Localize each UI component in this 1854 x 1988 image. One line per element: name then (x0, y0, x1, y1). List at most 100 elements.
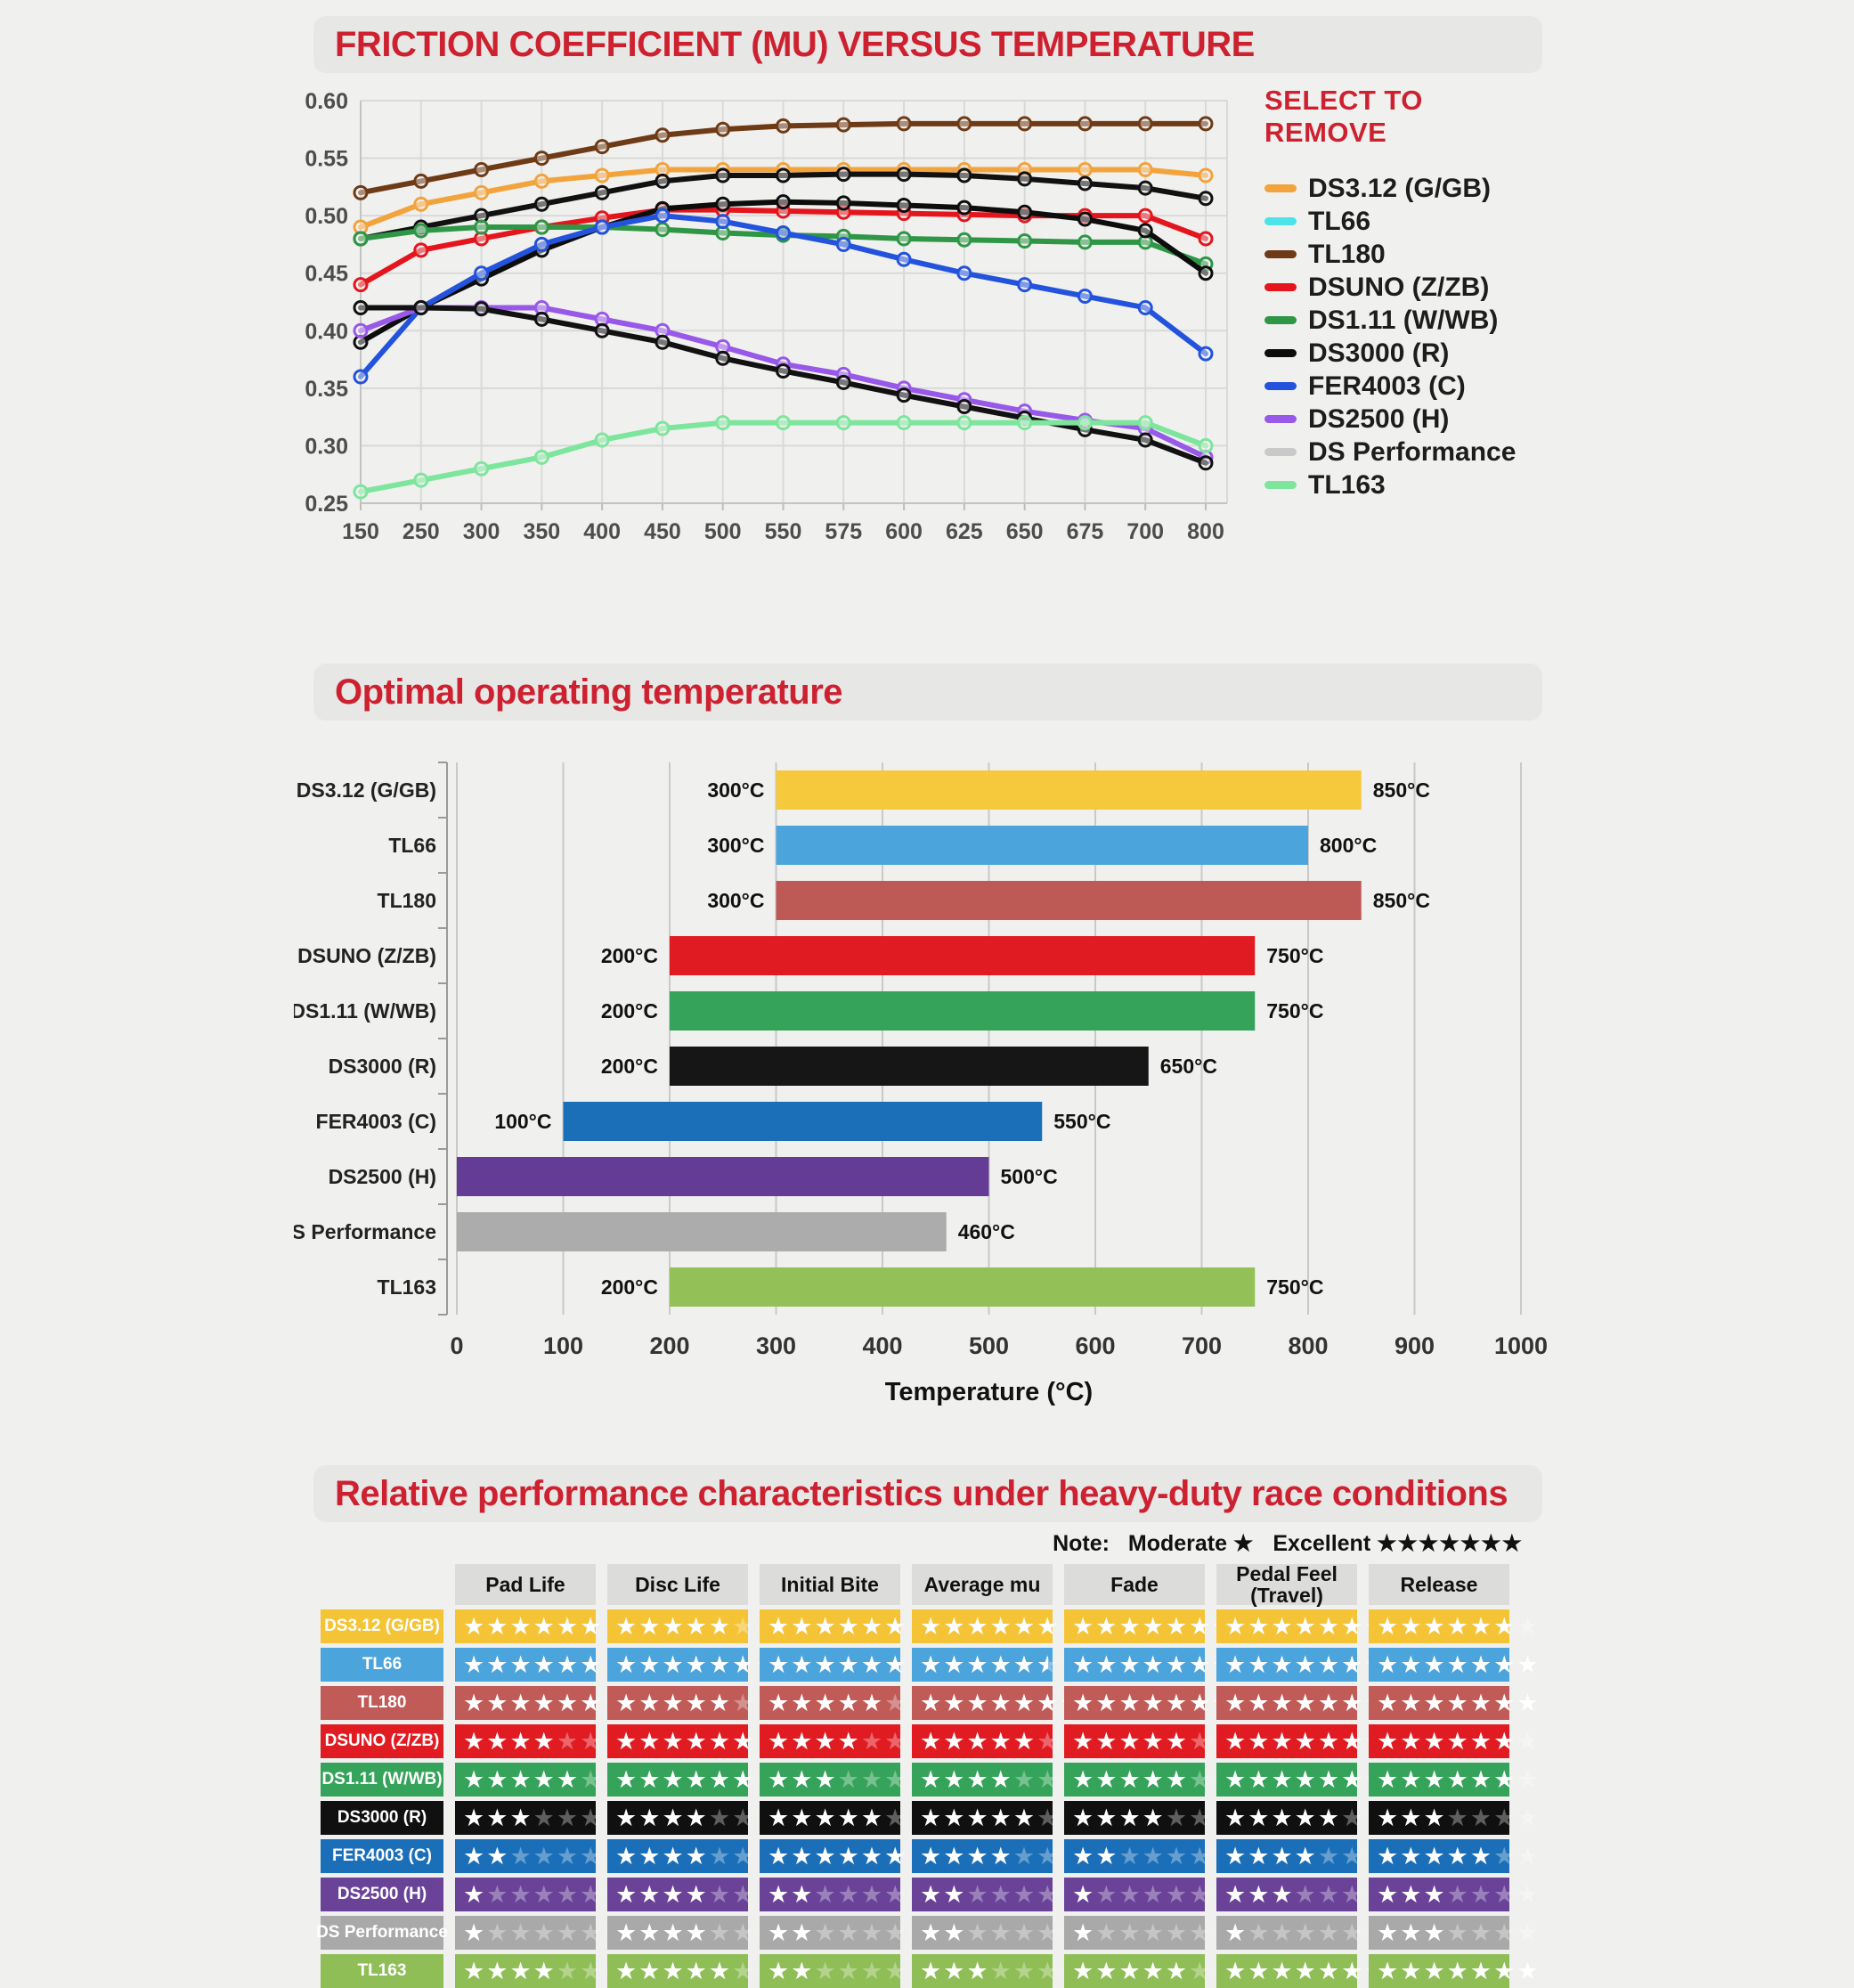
star-filled-icon: ★ (1165, 1957, 1188, 1984)
star-filled-icon: ★ (638, 1765, 661, 1793)
y-tick-label: 0.40 (305, 319, 348, 344)
series-marker (533, 196, 549, 212)
star-filled-icon: ★ (486, 1957, 508, 1984)
star-filled-icon: ★ (1377, 1957, 1399, 1984)
table-row-label-TL180: TL180 (321, 1686, 443, 1720)
rating-cell: ★★★★★★★ (1369, 1801, 1539, 1835)
star-filled-icon: ★ (1142, 1765, 1164, 1793)
star-empty-icon: ★ (732, 1957, 754, 1984)
star-filled-icon: ★ (768, 1727, 790, 1755)
star-empty-icon: ★ (732, 1612, 754, 1640)
legend-item-TL66[interactable]: TL66 (1264, 205, 1549, 238)
star-filled-icon: ★ (1493, 1612, 1516, 1640)
series-marker (896, 415, 912, 431)
legend-item-TL180[interactable]: TL180 (1264, 238, 1549, 271)
star-filled-icon: ★ (463, 1765, 485, 1793)
star-filled-icon: ★ (791, 1650, 813, 1678)
rating-cell: ★★★★★★★ (1064, 1916, 1234, 1950)
rating-cell: ★★★★★★★ (1369, 1839, 1539, 1873)
star-filled-icon: ★ (1189, 1650, 1211, 1678)
legend-item-DS3000 (R)[interactable]: DS3000 (R) (1264, 337, 1549, 370)
star-empty-icon: ★ (837, 1765, 859, 1793)
series-marker (896, 231, 912, 247)
series-marker (1017, 277, 1033, 293)
series-marker (1077, 234, 1093, 250)
series-marker (1137, 116, 1153, 132)
star-filled-icon: ★ (920, 1612, 942, 1640)
rating-cell: ★★★★★★★ (1369, 1609, 1539, 1643)
legend-item-DS2500 (H)[interactable]: DS2500 (H) (1264, 403, 1549, 436)
legend-item-TL163[interactable]: TL163 (1264, 468, 1549, 501)
rating-cell: ★★★★★★★ (455, 1763, 625, 1797)
star-filled-icon: ★ (1317, 1727, 1340, 1755)
star-filled-icon: ★ (1469, 1650, 1492, 1678)
star-filled-icon: ★ (638, 1650, 661, 1678)
bar-row-label: FER4003 (C) (316, 1110, 436, 1133)
star-filled-icon: ★ (920, 1727, 942, 1755)
rating-cell: ★★★★★★★ (1064, 1839, 1234, 1873)
series-marker (413, 242, 429, 258)
star-filled-icon: ★ (708, 1689, 731, 1716)
star-filled-icon: ★ (1423, 1919, 1445, 1946)
star-filled-icon: ★ (989, 1804, 1012, 1831)
temp-range-bar-DS Performance (457, 1212, 947, 1251)
series-marker (896, 198, 912, 214)
legend-swatch-icon (1264, 415, 1297, 423)
star-filled-icon: ★ (1400, 1727, 1422, 1755)
star-empty-icon: ★ (1142, 1919, 1164, 1946)
rating-cell: ★★★★★★★ (1216, 1801, 1386, 1835)
star-empty-icon: ★ (486, 1880, 508, 1908)
series-marker (956, 200, 972, 216)
x-tick-label: 800 (1288, 1332, 1328, 1359)
star-filled-icon: ★ (509, 1650, 532, 1678)
star-empty-icon: ★ (1189, 1804, 1211, 1831)
series-marker (474, 219, 490, 235)
star-filled-icon: ★ (768, 1689, 790, 1716)
star-empty-icon: ★ (966, 1919, 988, 1946)
star-filled-icon: ★ (486, 1650, 508, 1678)
legend-item-DSUNO (Z/ZB)[interactable]: DSUNO (Z/ZB) (1264, 271, 1549, 304)
star-empty-icon: ★ (860, 1919, 883, 1946)
star-empty-icon: ★ (1012, 1765, 1036, 1793)
rating-cell: ★★★★★★★ (607, 1801, 777, 1835)
legend-item-DS1.11 (W/WB)[interactable]: DS1.11 (W/WB) (1264, 304, 1549, 337)
star-filled-icon: ★ (1072, 1689, 1094, 1716)
star-filled-icon: ★ (1012, 1650, 1036, 1678)
series-marker (1137, 415, 1153, 431)
star-filled-icon: ★ (708, 1612, 731, 1640)
temp-range-bar-TL180 (776, 881, 1362, 920)
star-filled-icon: ★ (884, 1612, 907, 1640)
moderate-star-icon: ★ (1233, 1531, 1255, 1556)
legend-item-DS3.12 (G/GB)[interactable]: DS3.12 (G/GB) (1264, 172, 1549, 205)
temp-range-bar-DS3.12 (G/GB) (776, 770, 1362, 810)
star-filled-icon: ★ (685, 1919, 707, 1946)
star-filled-icon: ★ (708, 1957, 731, 1984)
rating-cell: ★★★★★★★ (1064, 1878, 1234, 1911)
star-empty-icon: ★ (860, 1765, 883, 1793)
series-marker (956, 415, 972, 431)
star-filled-icon: ★ (1377, 1727, 1399, 1755)
star-filled-icon: ★ (1400, 1804, 1422, 1831)
bar-row-label: DS3.12 (G/GB) (297, 778, 436, 802)
star-filled-icon: ★ (1294, 1804, 1316, 1831)
table-header-Pad Life: Pad Life (455, 1564, 596, 1605)
legend-item-FER4003 (C)[interactable]: FER4003 (C) (1264, 370, 1549, 403)
star-filled-icon: ★ (638, 1612, 661, 1640)
star-filled-icon: ★ (1400, 1689, 1422, 1716)
legend-item-DS Performance[interactable]: DS Performance (1264, 436, 1549, 468)
rating-cell: ★★★★★★★ (1216, 1839, 1386, 1873)
line-chart-svg: 0.25 0.30 0.35 0.40 0.45 0.50 0.55 0.60 150 250 30… (305, 89, 1228, 544)
star-filled-icon: ★ (486, 1612, 508, 1640)
star-empty-icon: ★ (1317, 1842, 1340, 1870)
star-filled-icon: ★ (732, 1650, 754, 1678)
star-empty-icon: ★ (1165, 1880, 1188, 1908)
star-filled-icon: ★ (638, 1727, 661, 1755)
star-empty-icon: ★ (509, 1880, 532, 1908)
series-marker (715, 350, 731, 366)
star-filled-icon: ★ (814, 1765, 836, 1793)
star-empty-icon: ★ (1142, 1842, 1164, 1870)
star-filled-icon: ★ (1469, 1612, 1492, 1640)
star-filled-icon: ★ (860, 1689, 883, 1716)
star-empty-icon: ★ (837, 1957, 859, 1984)
series-marker (1198, 346, 1214, 362)
